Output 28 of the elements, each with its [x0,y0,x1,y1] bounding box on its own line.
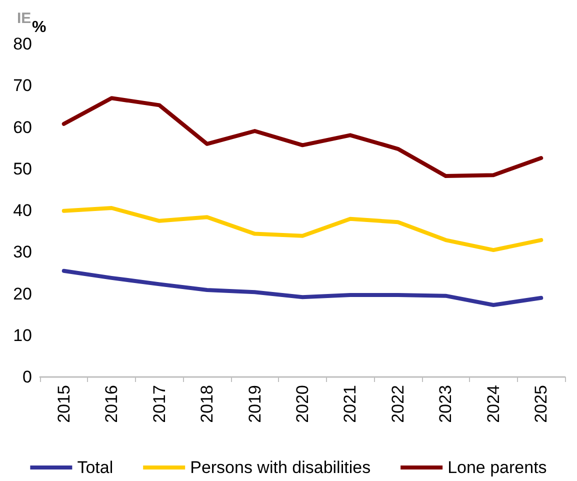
x-tick-label: 2016 [102,385,122,423]
y-tick-label: 60 [13,118,32,137]
line-series [62,268,544,307]
x-tick-label: 2018 [198,385,217,423]
y-tick-label: 20 [13,284,32,304]
legend-label: Persons with disabilities [190,458,371,477]
x-tick-label: 2019 [245,385,264,423]
y-tick-label: 10 [13,326,32,345]
y-tick-label: 40 [13,201,32,220]
y-tick-label: 70 [13,76,32,96]
x-tick-label: 2021 [340,385,360,423]
line-series [62,96,544,178]
x-tick-label: 2024 [484,385,503,423]
x-tick-label: 2022 [388,385,408,423]
chart-title: IE [17,10,32,27]
y-tick-label: 50 [13,159,32,178]
x-tick-label: 2015 [54,385,74,423]
x-tick-label: 2020 [293,385,312,423]
y-tick-label: 0 [22,368,32,386]
y-tick-label: 30 [13,242,32,262]
x-tick-label: 2023 [436,385,456,423]
legend-label: Total [77,458,114,477]
y-tick-label: 80 [13,34,32,54]
x-tick-label: 2025 [532,385,551,423]
x-tick-label: 2017 [150,385,169,423]
line-series [62,206,544,252]
legend-label: Lone parents [448,458,547,477]
y-axis-title: % [32,19,46,36]
